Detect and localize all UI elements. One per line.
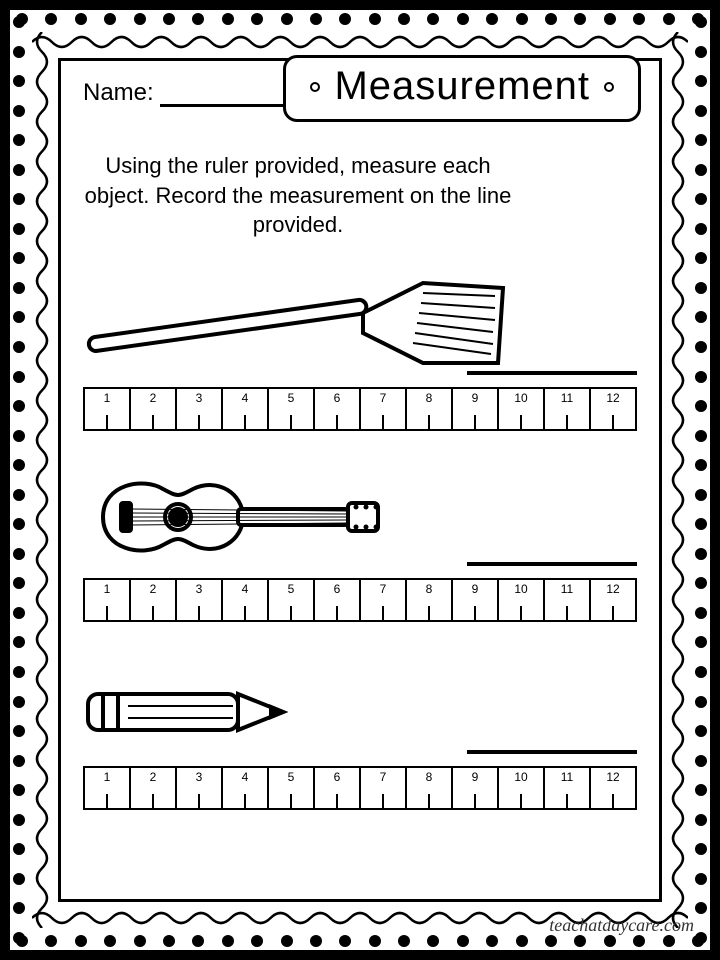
guitar-icon xyxy=(83,459,383,574)
instructions-text: Using the ruler provided, measure each o… xyxy=(83,151,513,240)
measurement-section-pencil: 123456789101112 xyxy=(83,682,637,810)
ruler-guitar: 123456789101112 xyxy=(83,578,637,622)
answer-line-broom[interactable] xyxy=(467,371,637,375)
page-title: Measurement xyxy=(334,64,590,109)
pencil-icon xyxy=(83,682,293,742)
answer-line-pencil[interactable] xyxy=(467,750,637,754)
broom-icon xyxy=(83,268,513,383)
content-frame: Measurement Name: Using the ruler provid… xyxy=(58,58,662,902)
title-decor-circle-left xyxy=(310,82,320,92)
ruler-broom: 123456789101112 xyxy=(83,387,637,431)
answer-line-guitar[interactable] xyxy=(467,562,637,566)
measurement-section-guitar: 123456789101112 xyxy=(83,459,637,622)
title-box: Measurement xyxy=(283,55,641,122)
page-outer-border: Measurement Name: Using the ruler provid… xyxy=(0,0,720,960)
footer-credit: teachatdaycare.com xyxy=(549,915,694,936)
measurement-section-broom: 123456789101112 xyxy=(83,268,637,431)
ruler-pencil: 123456789101112 xyxy=(83,766,637,810)
title-decor-circle-right xyxy=(604,82,614,92)
name-label: Name: xyxy=(83,79,154,107)
